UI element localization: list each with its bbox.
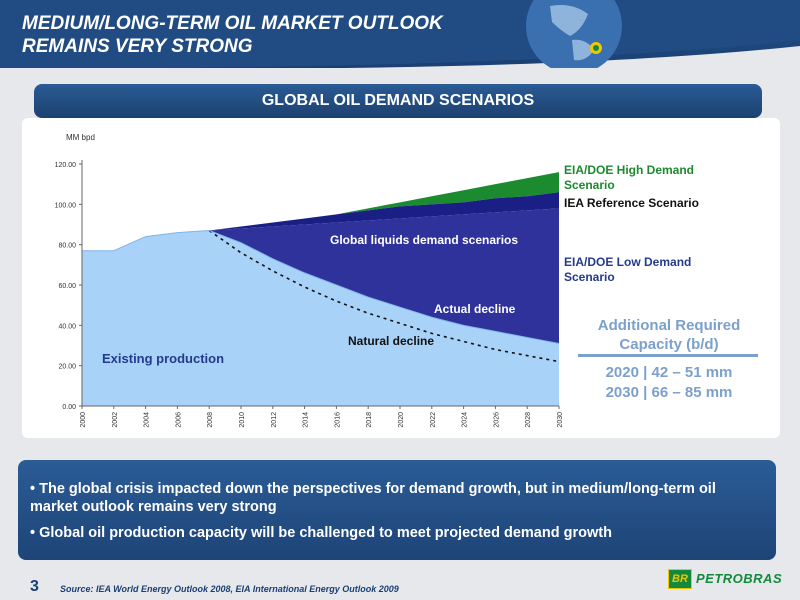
capacity-2020: 2020 | 42 – 51 mm: [605, 364, 733, 381]
y-tick-label: 100.00: [55, 202, 77, 209]
logo-wordmark: PETROBRAS: [696, 571, 783, 586]
chart-svg: 0.00 20.00 40.00 60.00 80.00 100.00 120.00 2000…: [55, 133, 699, 428]
x-tick-label: 2022: [430, 412, 437, 428]
x-tick-label: 2030: [557, 412, 564, 428]
page-title-line-2: REMAINS VERY STRONG: [22, 36, 253, 57]
header-bar: MEDIUM/LONG-TERM OIL MARKET OUTLOOK REMA…: [0, 0, 800, 68]
area-iea-reference: [82, 192, 559, 251]
x-tick-label: 2000: [80, 412, 87, 428]
area-low-demand: [82, 208, 559, 344]
capacity-title: Additional Required Capacity (b/d): [584, 316, 754, 354]
label-actual-decline: Actual decline: [434, 302, 516, 316]
x-tick-label: 2026: [493, 412, 500, 428]
x-tick-label: 2002: [112, 412, 119, 428]
bullet-1: • The global crisis impacted down the pe…: [30, 481, 716, 515]
area-existing-production: [82, 230, 559, 406]
x-tick-label: 2016: [334, 412, 341, 428]
y-tick-label: 20.00: [58, 364, 76, 371]
page-title-line-1: MEDIUM/LONG-TERM OIL MARKET OUTLOOK: [22, 13, 443, 34]
section-title: GLOBAL OIL DEMAND SCENARIOS: [261, 92, 535, 109]
x-tick-label: 2028: [525, 412, 532, 428]
label-high-demand: EIA/DOE High Demand Scenario: [564, 163, 697, 192]
label-natural-decline: Natural decline: [348, 334, 434, 348]
y-tick-label: 60.00: [58, 283, 76, 290]
bullet-2: • Global oil production capacity will be…: [30, 525, 612, 541]
x-tick-label: 2008: [207, 412, 214, 428]
footer: [0, 568, 800, 600]
capacity-title-line-2: Capacity (b/d): [619, 336, 719, 353]
page-number: 3: [30, 578, 39, 595]
x-tick-label: 2012: [271, 412, 278, 428]
section-band: GLOBAL OIL DEMAND SCENARIOS: [34, 84, 762, 118]
y-tick-label: 80.00: [58, 243, 76, 250]
x-tick-label: 2020: [398, 412, 405, 428]
capacity-2030: 2030 | 66 – 85 mm: [605, 384, 733, 401]
chart-panel: 0.00 20.00 40.00 60.00 80.00 100.00 120.00 2000…: [22, 118, 780, 438]
y-axis-label: MM bpd: [66, 133, 95, 142]
label-iea-reference: IEA Reference Scenario: [564, 196, 699, 210]
x-tick-label: 2018: [366, 412, 373, 428]
logo-br-mark: BR: [668, 569, 692, 589]
y-tick-label: 40.00: [58, 323, 76, 330]
bullet-box: • The global crisis impacted down the pe…: [18, 460, 776, 560]
x-tick-label: 2010: [239, 412, 246, 428]
label-low-demand: EIA/DOE Low Demand Scenario: [564, 255, 695, 284]
line-existing-edge: [82, 230, 560, 344]
globe-image: [512, 0, 624, 68]
y-tick-label: 0.00: [62, 404, 76, 411]
label-global-liquids: Global liquids demand scenarios: [330, 233, 518, 247]
page-title: MEDIUM/LONG-TERM OIL MARKET OUTLOOK REMA…: [22, 12, 443, 58]
x-tick-label: 2006: [175, 412, 182, 428]
source-note: Source: IEA World Energy Outlook 2008, E…: [60, 584, 399, 594]
label-existing-production: Existing production: [102, 351, 224, 366]
capacity-divider: [578, 354, 758, 357]
y-tick-label: 120.00: [55, 162, 77, 169]
x-tick-label: 2014: [303, 412, 310, 428]
capacity-title-line-1: Additional Required: [597, 317, 741, 334]
x-tick-label: 2024: [462, 412, 469, 428]
line-natural-decline: [208, 229, 560, 363]
x-tick-label: 2004: [144, 412, 151, 428]
